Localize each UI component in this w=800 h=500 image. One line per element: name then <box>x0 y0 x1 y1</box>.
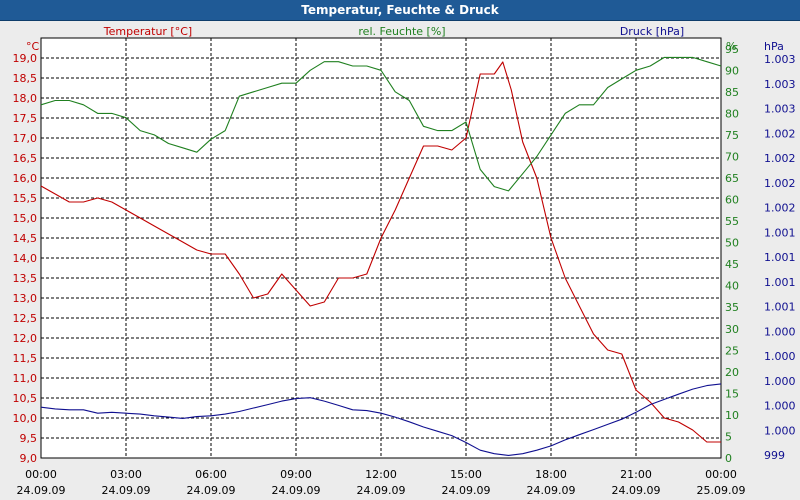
temp-tick-label: 10,5 <box>13 392 38 405</box>
temp-tick-label: 16,5 <box>13 152 38 165</box>
press-tick-label: 1.002 <box>764 152 796 165</box>
temp-tick-label: 18,5 <box>13 72 38 85</box>
hum-tick-label: 90 <box>725 64 739 77</box>
hum-tick-label: 5 <box>725 430 732 443</box>
temp-unit-label: °C <box>26 40 40 53</box>
hum-tick-label: 40 <box>725 280 739 293</box>
chart-title: Temperatur, Feuchte & Druck <box>0 0 800 21</box>
x-tick-time: 09:00 <box>280 468 312 481</box>
press-unit-label: hPa <box>764 40 784 53</box>
x-tick-time: 12:00 <box>365 468 397 481</box>
press-tick-label: 1.000 <box>764 400 796 413</box>
hum-tick-label: 65 <box>725 172 739 185</box>
hum-tick-label: 0 <box>725 452 732 465</box>
press-tick-label: 1.001 <box>764 251 796 264</box>
hum-tick-label: 70 <box>725 150 739 163</box>
temp-tick-label: 17,0 <box>13 132 38 145</box>
x-tick-date: 24.09.09 <box>357 484 406 497</box>
press-tick-label: 1.002 <box>764 127 796 140</box>
grid-lines <box>41 38 721 458</box>
hum-tick-label: 55 <box>725 215 739 228</box>
temp-tick-label: 10,0 <box>13 412 38 425</box>
hum-tick-label: 35 <box>725 301 739 314</box>
x-tick-time: 06:00 <box>195 468 227 481</box>
press-tick-label: 1.000 <box>764 350 796 363</box>
x-tick-date: 24.09.09 <box>272 484 321 497</box>
press-tick-label: 1.000 <box>764 424 796 437</box>
temp-tick-label: 11,0 <box>13 372 38 385</box>
temp-tick-label: 9,0 <box>20 452 38 465</box>
temp-tick-label: 19,0 <box>13 52 38 65</box>
hum-tick-label: 80 <box>725 107 739 120</box>
temp-tick-label: 14,5 <box>13 232 38 245</box>
hum-axis-label: rel. Feuchte [%] <box>358 25 445 38</box>
temp-tick-label: 15,5 <box>13 192 38 205</box>
temp-tick-label: 18,0 <box>13 92 38 105</box>
press-tick-label: 1.000 <box>764 325 796 338</box>
series-group <box>40 56 722 456</box>
temp-tick-label: 9,5 <box>20 432 38 445</box>
temp-tick-label: 15,0 <box>13 212 38 225</box>
hum-tick-label: 50 <box>725 237 739 250</box>
hum-tick-label: 45 <box>725 258 739 271</box>
hum-tick-label: 15 <box>725 387 739 400</box>
x-tick-time: 18:00 <box>535 468 567 481</box>
press-tick-label: 999 <box>764 449 785 462</box>
temp-tick-label: 13,0 <box>13 292 38 305</box>
hum-tick-label: 25 <box>725 344 739 357</box>
pressure-line <box>40 383 722 456</box>
press-tick-label: 1.000 <box>764 375 796 388</box>
x-tick-date: 24.09.09 <box>102 484 151 497</box>
hum-tick-label: 60 <box>725 194 739 207</box>
x-tick-date: 24.09.09 <box>527 484 576 497</box>
press-tick-label: 1.003 <box>764 53 796 66</box>
temp-tick-label: 12,0 <box>13 332 38 345</box>
x-tick-date: 24.09.09 <box>612 484 661 497</box>
hum-tick-label: 20 <box>725 366 739 379</box>
x-tick-time: 03:00 <box>110 468 142 481</box>
x-tick-time: 00:00 <box>25 468 57 481</box>
x-tick-date: 25.09.09 <box>697 484 746 497</box>
hum-tick-label: 10 <box>725 409 739 422</box>
hum-tick-label: 30 <box>725 323 739 336</box>
x-tick-time: 21:00 <box>620 468 652 481</box>
humidity-line <box>40 56 722 192</box>
temp-tick-label: 12,5 <box>13 312 38 325</box>
x-tick-date: 24.09.09 <box>442 484 491 497</box>
press-axis-label: Druck [hPa] <box>620 25 684 38</box>
temp-tick-label: 16,0 <box>13 172 38 185</box>
hum-unit-label: % <box>726 40 736 53</box>
hum-tick-label: 75 <box>725 129 739 142</box>
x-tick-date: 24.09.09 <box>187 484 236 497</box>
press-tick-label: 1.003 <box>764 78 796 91</box>
hum-tick-label: 95 <box>725 43 739 56</box>
press-tick-label: 1.002 <box>764 202 796 215</box>
press-tick-label: 1.001 <box>764 301 796 314</box>
press-tick-label: 1.001 <box>764 276 796 289</box>
temp-tick-label: 13,5 <box>13 272 38 285</box>
hum-tick-label: 85 <box>725 86 739 99</box>
press-tick-label: 1.003 <box>764 103 796 116</box>
press-tick-label: 1.001 <box>764 226 796 239</box>
temp-tick-label: 17,5 <box>13 112 38 125</box>
temp-tick-label: 11,5 <box>13 352 38 365</box>
temp-axis-label: Temperatur [°C] <box>103 25 192 38</box>
x-tick-date: 24.09.09 <box>17 484 66 497</box>
temp-tick-label: 14,0 <box>13 252 38 265</box>
x-tick-time: 00:00 <box>705 468 737 481</box>
x-tick-time: 15:00 <box>450 468 482 481</box>
press-tick-label: 1.002 <box>764 177 796 190</box>
temperature-line <box>40 61 721 443</box>
axis-labels: 9,0 9,5 10,0 10,5 11,0 11,5 12,0 12,5 13,0 13,5 14… <box>13 25 796 497</box>
